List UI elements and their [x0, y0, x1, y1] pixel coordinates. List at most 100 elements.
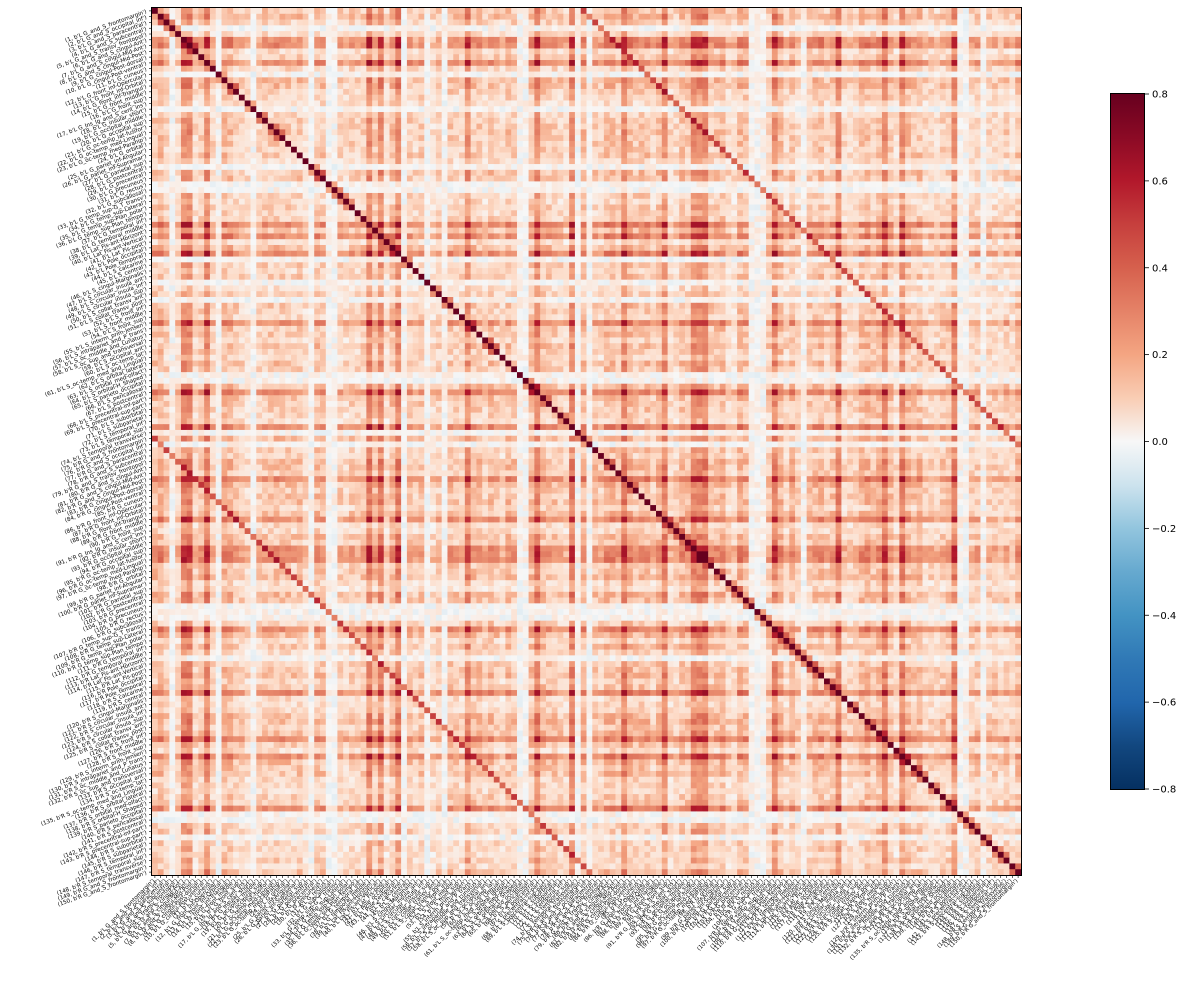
heatmap-cell [193, 48, 199, 54]
heatmap-cell [610, 8, 616, 14]
heatmap-cell [801, 14, 807, 20]
heatmap-cell [291, 31, 297, 37]
heatmap-cell [743, 124, 749, 130]
heatmap-cell [436, 20, 442, 26]
heatmap-cell [650, 89, 656, 95]
heatmap-cell [633, 164, 639, 170]
heatmap-cell [476, 153, 482, 159]
heatmap-cell [175, 141, 181, 147]
heatmap-cell [639, 100, 645, 106]
heatmap-cell [297, 72, 303, 78]
heatmap-cell [158, 181, 164, 187]
heatmap-cell [418, 89, 424, 95]
heatmap-cell [905, 14, 911, 20]
heatmap-cell [581, 106, 587, 112]
heatmap-cell [656, 187, 662, 193]
heatmap-cell [888, 89, 894, 95]
heatmap-cell [517, 14, 523, 20]
heatmap-cell [940, 14, 946, 20]
heatmap-cell [673, 153, 679, 159]
heatmap-cell [830, 141, 836, 147]
heatmap-cell [783, 106, 789, 112]
heatmap-cell [592, 25, 598, 31]
heatmap-cell [841, 77, 847, 83]
heatmap-cell [505, 100, 511, 106]
heatmap-cell [691, 170, 697, 176]
heatmap-cell [581, 176, 587, 182]
heatmap-cell [407, 193, 413, 199]
heatmap-cell [755, 14, 761, 20]
heatmap-cell [656, 193, 662, 199]
heatmap-cell [812, 153, 818, 159]
heatmap-cell [621, 77, 627, 83]
heatmap-cell [882, 20, 888, 26]
heatmap-cell [992, 129, 998, 135]
heatmap-cell [807, 164, 813, 170]
heatmap-cell [250, 193, 256, 199]
heatmap-cell [963, 48, 969, 54]
heatmap-cell [836, 37, 842, 43]
heatmap-cell [980, 176, 986, 182]
heatmap-cell [436, 176, 442, 182]
heatmap-cell [500, 170, 506, 176]
heatmap-cell [413, 77, 419, 83]
heatmap-cell [152, 153, 158, 159]
heatmap-cell [453, 135, 459, 141]
heatmap-cell [1004, 176, 1010, 182]
heatmap-cell [1015, 14, 1021, 20]
heatmap-cell [540, 164, 546, 170]
heatmap-cell [818, 129, 824, 135]
heatmap-cell [558, 60, 564, 66]
heatmap-cell [824, 193, 830, 199]
heatmap-cell [899, 43, 905, 49]
heatmap-cell [621, 141, 627, 147]
heatmap-cell [969, 176, 975, 182]
heatmap-cell [708, 20, 714, 26]
heatmap-cell [575, 124, 581, 130]
heatmap-cell [436, 95, 442, 101]
heatmap-cell [552, 147, 558, 153]
heatmap-cell [256, 124, 262, 130]
heatmap-cell [795, 37, 801, 43]
heatmap-cell [511, 100, 517, 106]
heatmap-cell [1004, 43, 1010, 49]
heatmap-cell [679, 176, 685, 182]
heatmap-cell [691, 106, 697, 112]
heatmap-cell [951, 100, 957, 106]
heatmap-cell [934, 153, 940, 159]
heatmap-cell [529, 8, 535, 14]
heatmap-cell [726, 20, 732, 26]
heatmap-cell [540, 129, 546, 135]
heatmap-cell [992, 31, 998, 37]
heatmap-cell [615, 193, 621, 199]
heatmap-cell [847, 176, 853, 182]
heatmap-cell [279, 187, 285, 193]
heatmap-cell [297, 118, 303, 124]
heatmap-cell [876, 14, 882, 20]
heatmap-cell [169, 72, 175, 78]
heatmap-cell [181, 106, 187, 112]
heatmap-cell [158, 129, 164, 135]
heatmap-cell [453, 72, 459, 78]
heatmap-cell [841, 25, 847, 31]
heatmap-cell [378, 83, 384, 89]
heatmap-cell [870, 124, 876, 130]
heatmap-cell [760, 83, 766, 89]
heatmap-cell [726, 72, 732, 78]
heatmap-cell [175, 25, 181, 31]
heatmap-cell [795, 124, 801, 130]
heatmap-cell [998, 95, 1004, 101]
heatmap-cell [870, 54, 876, 60]
heatmap-cell [511, 25, 517, 31]
heatmap-cell [639, 147, 645, 153]
heatmap-cell [384, 135, 390, 141]
heatmap-cell [453, 54, 459, 60]
heatmap-cell [726, 54, 732, 60]
heatmap-cell [285, 118, 291, 124]
heatmap-cell [175, 158, 181, 164]
heatmap-cell [343, 176, 349, 182]
heatmap-cell [332, 43, 338, 49]
heatmap-cell [158, 118, 164, 124]
heatmap-cell [923, 100, 929, 106]
heatmap-cell [500, 77, 506, 83]
